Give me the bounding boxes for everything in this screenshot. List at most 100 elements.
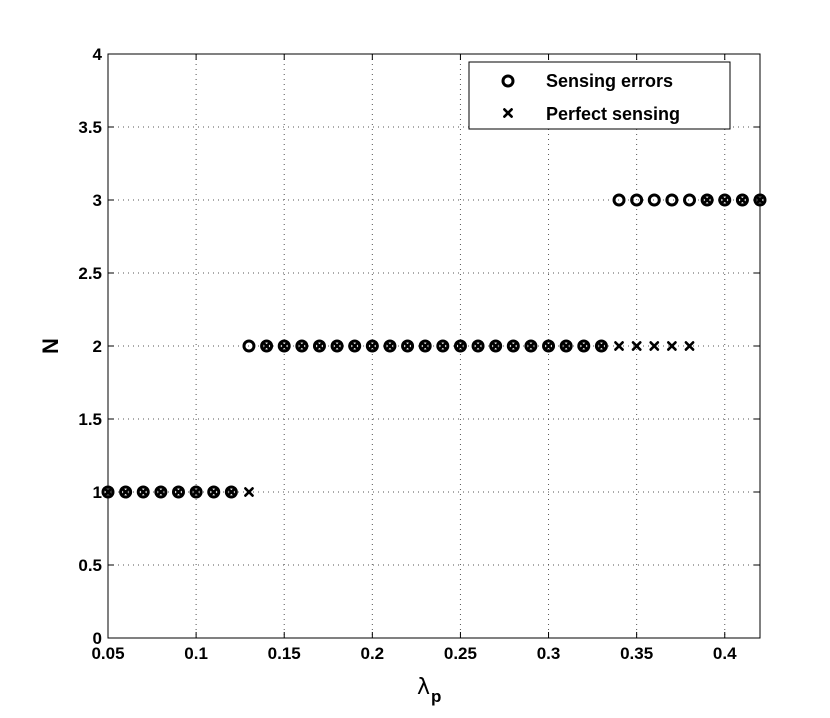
data-point-circle <box>330 339 344 353</box>
data-point-x <box>455 341 466 351</box>
y-tick-label: 3.5 <box>78 118 102 137</box>
data-point-circle <box>665 193 679 207</box>
x-tick-label: 0.15 <box>268 644 301 663</box>
data-point-circle <box>260 339 274 353</box>
data-point-x <box>296 341 307 351</box>
data-point-x <box>755 195 765 205</box>
data-point-circle <box>524 339 538 353</box>
data-point-circle <box>542 339 556 353</box>
legend-label-perfect-sensing: Perfect sensing <box>546 104 680 124</box>
x-tick-label: 0.2 <box>361 644 385 663</box>
data-point-circle <box>242 339 256 353</box>
legend-label-sensing-errors: Sensing errors <box>546 71 673 91</box>
x-marker-stroke <box>503 108 513 118</box>
data-point-x <box>332 341 342 351</box>
data-point-x <box>508 341 519 351</box>
data-point-circle <box>683 193 697 207</box>
data-point-x <box>226 487 237 497</box>
y-axis-label: N <box>38 338 63 354</box>
data-point-circle <box>436 339 450 353</box>
data-point-x <box>437 341 448 351</box>
data-point-x <box>120 487 131 497</box>
data-point-circle <box>559 339 573 353</box>
x-marker-stroke <box>526 341 536 351</box>
data-point-x <box>702 195 713 205</box>
x-marker-stroke <box>437 341 448 351</box>
data-point-x <box>103 487 113 497</box>
x-tick-label: 0.05 <box>91 644 124 663</box>
x-marker-stroke <box>420 341 431 351</box>
data-point-circle <box>418 339 432 353</box>
data-point-x <box>684 341 695 351</box>
data-point-x <box>578 341 589 351</box>
x-marker-stroke <box>349 341 360 351</box>
data-point-circle <box>136 485 150 499</box>
data-point-circle <box>577 339 591 353</box>
x-axis-label: λ <box>417 675 430 700</box>
y-tick-label: 4 <box>93 45 103 64</box>
x-marker-stroke <box>737 195 748 205</box>
x-marker-stroke <box>702 195 713 205</box>
x-marker-stroke <box>614 341 624 351</box>
x-axis-label-subscript: p <box>431 687 441 706</box>
x-marker-stroke <box>649 341 660 351</box>
data-point-x <box>279 341 290 351</box>
x-marker-stroke <box>208 487 219 497</box>
data-point-x <box>666 341 677 351</box>
data-point-x <box>191 487 202 497</box>
y-tick-label: 2.5 <box>78 264 102 283</box>
x-marker-stroke <box>191 487 202 497</box>
x-marker-stroke <box>755 195 765 205</box>
data-point-x <box>543 341 554 351</box>
data-point-x <box>244 487 254 497</box>
y-tick-label: 1 <box>93 483 102 502</box>
data-point-x <box>155 487 166 497</box>
data-point-circle <box>365 339 379 353</box>
data-point-circle <box>471 339 485 353</box>
grid <box>108 54 760 638</box>
data-point-x <box>208 487 219 497</box>
data-point-x <box>561 341 572 351</box>
data-point-circle <box>277 339 291 353</box>
x-tick-label: 0.1 <box>184 644 208 663</box>
x-marker-stroke <box>402 341 413 351</box>
x-marker-stroke <box>631 341 642 351</box>
x-marker-stroke <box>578 341 589 351</box>
data-point-x <box>138 487 149 497</box>
x-marker-stroke <box>103 487 113 497</box>
data-point-circle <box>119 485 133 499</box>
legend-marker-circle <box>501 74 515 88</box>
data-point-circle <box>207 485 221 499</box>
legend-marker-x <box>503 108 513 118</box>
data-point-circle <box>453 339 467 353</box>
data-point-circle <box>154 485 168 499</box>
data-point-x <box>596 341 607 351</box>
data-point-circle <box>171 485 185 499</box>
data-point-x <box>261 341 272 351</box>
data-point-x <box>490 341 501 351</box>
x-tick-label: 0.4 <box>713 644 737 663</box>
axis-ticks: 0.05 0.1 0.15 0.2 0.25 0.3 0.35 0.4 0 0.5 1 1.5 2 2.5… <box>78 45 760 663</box>
data-point-x <box>314 341 325 351</box>
data-point-circle <box>489 339 503 353</box>
x-marker-stroke <box>314 341 325 351</box>
x-marker-stroke <box>367 341 378 351</box>
data-point-x <box>349 341 360 351</box>
x-marker-stroke <box>138 487 149 497</box>
data-point-x <box>526 341 536 351</box>
x-marker-stroke <box>455 341 466 351</box>
data-point-circle <box>383 339 397 353</box>
data-point-circle <box>700 193 714 207</box>
data-point-circle <box>718 193 732 207</box>
data-point-circle <box>630 193 644 207</box>
data-point-circle <box>401 339 415 353</box>
x-marker-stroke <box>719 195 730 205</box>
data-point-circle <box>735 193 749 207</box>
data-point-circle <box>224 485 238 499</box>
y-tick-label: 0 <box>93 629 102 648</box>
x-marker-stroke <box>666 341 677 351</box>
x-tick-label: 0.35 <box>620 644 653 663</box>
data-point-x <box>737 195 748 205</box>
x-marker-stroke <box>244 487 254 497</box>
